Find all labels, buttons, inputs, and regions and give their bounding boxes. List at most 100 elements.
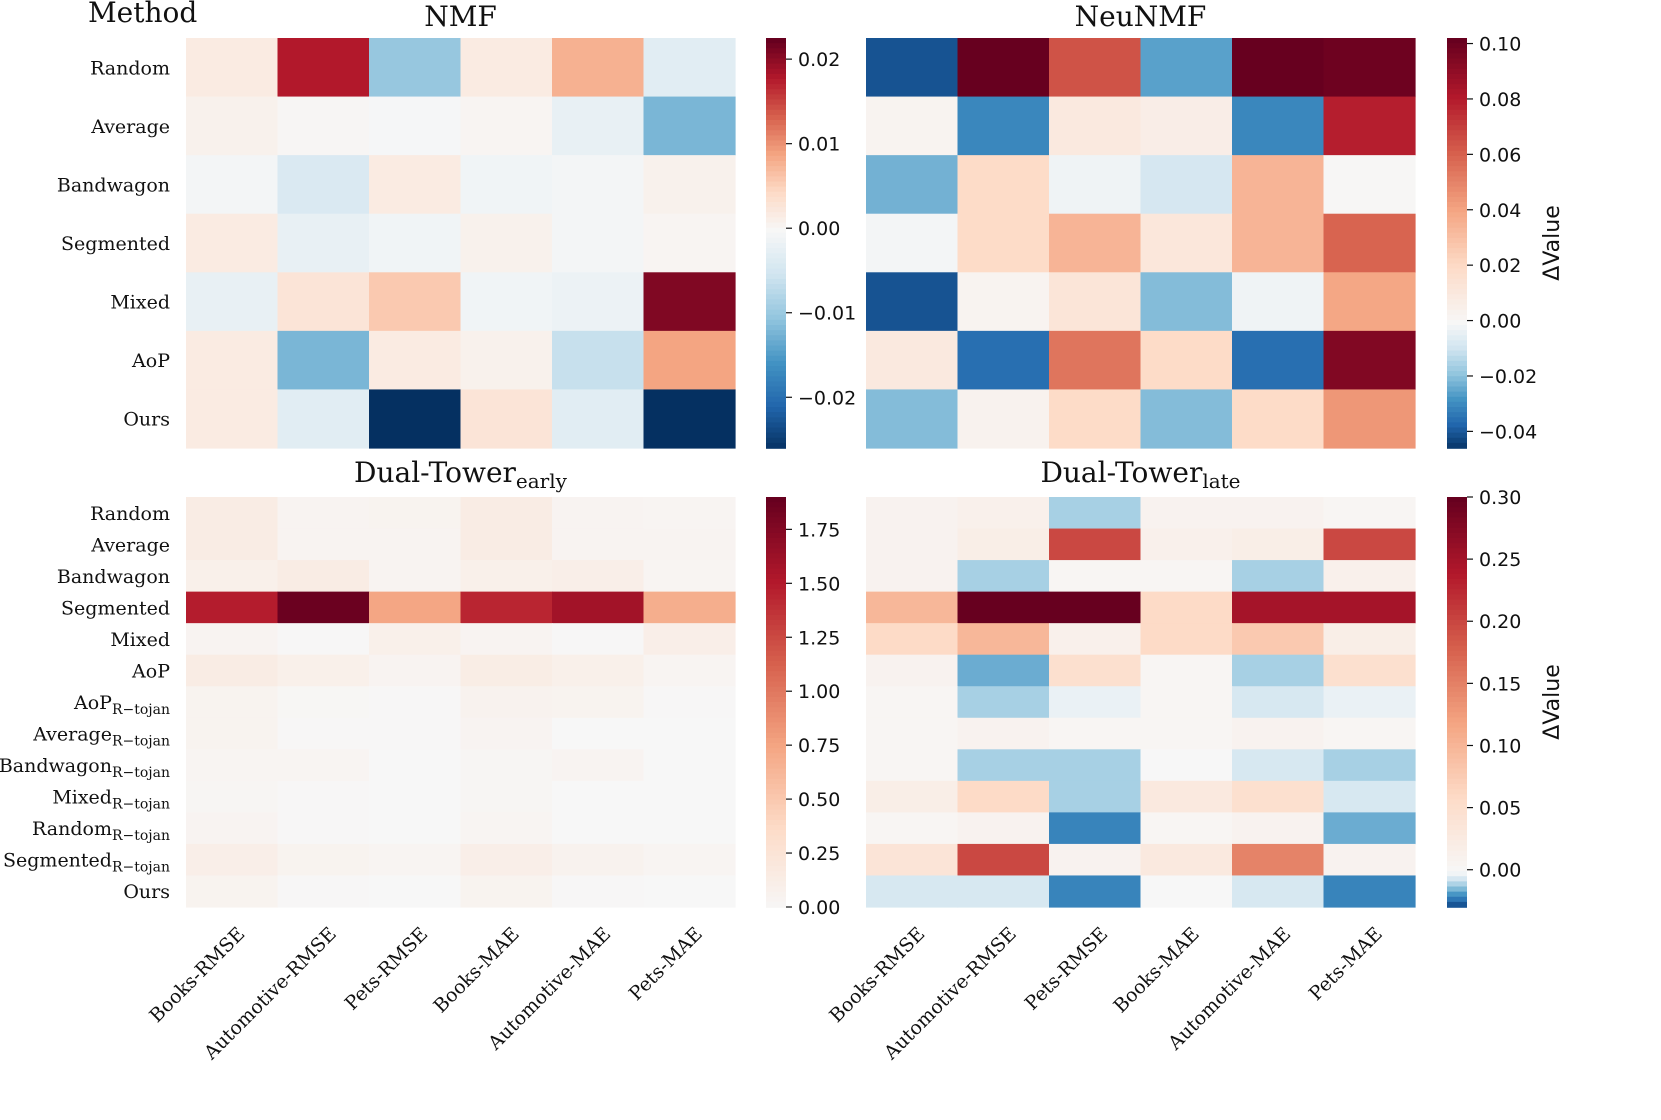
colorbar-segment xyxy=(1447,661,1467,667)
colorbar-segment xyxy=(766,707,786,714)
colorbar-segment xyxy=(766,73,786,80)
colorbar-tick-label: 0.02 xyxy=(798,49,840,71)
row-label: Ours xyxy=(123,881,170,903)
heatmap-cell xyxy=(1049,717,1142,750)
colorbar-segment xyxy=(1447,625,1467,632)
row-label: BandwagonR−tojan xyxy=(0,755,170,781)
heatmap-cell xyxy=(277,155,370,215)
colorbar-segment xyxy=(766,345,786,352)
colorbar-segment xyxy=(1447,412,1467,419)
colorbar-segment xyxy=(766,850,786,857)
heatmap-cell xyxy=(460,330,553,391)
colorbar-segment xyxy=(1447,819,1467,826)
colorbar-segment xyxy=(1447,258,1467,265)
heatmap-cell xyxy=(552,749,645,782)
row-label: Average xyxy=(90,534,170,556)
colorbar-segment xyxy=(1447,614,1467,621)
row-label: AverageR−tojan xyxy=(32,724,170,750)
colorbar-segment xyxy=(1447,850,1467,857)
heatmap-cell xyxy=(277,717,370,750)
colorbar-segment xyxy=(1447,171,1467,178)
heatmap-cell xyxy=(369,843,462,877)
colorbar-segment xyxy=(1447,407,1467,413)
row-label: RandomR−tojan xyxy=(32,818,170,844)
heatmap-cell xyxy=(460,213,553,273)
colorbar-segment xyxy=(1447,232,1467,239)
colorbar-segment xyxy=(1447,563,1467,570)
colorbar-segment xyxy=(1447,696,1467,703)
row-label: Bandwagon xyxy=(57,566,170,588)
heatmap-cell xyxy=(957,560,1050,593)
panel-title-sub: early xyxy=(516,469,568,493)
colorbar-segment xyxy=(1447,809,1467,816)
heatmap-cell xyxy=(460,654,553,687)
heatmap-cell xyxy=(1140,843,1233,877)
panel-title-main: NMF xyxy=(424,0,497,33)
colorbar-segment xyxy=(1447,432,1467,439)
colorbar-segment xyxy=(1447,278,1467,285)
colorbar-segment xyxy=(1447,114,1467,121)
row-label: SegmentedR−tojan xyxy=(3,850,170,876)
heatmap-cell xyxy=(643,812,736,845)
colorbar-tick-label: 0.01 xyxy=(798,134,840,156)
heatmap-cell xyxy=(957,717,1050,750)
heatmap-cell xyxy=(186,812,279,845)
colorbar-segment xyxy=(1447,135,1467,142)
colorbar-segment xyxy=(766,442,786,449)
colorbar-segment xyxy=(766,691,786,698)
heatmap-cell xyxy=(186,213,279,273)
colorbar-segment xyxy=(766,325,786,331)
heatmap-cell xyxy=(277,591,370,624)
heatmap-cell xyxy=(186,272,279,332)
colorbar-segment xyxy=(766,835,786,842)
heatmap-cell xyxy=(866,213,959,273)
row-label: Mixed xyxy=(110,292,170,314)
heatmap-cell xyxy=(1049,875,1142,908)
heatmap-cell xyxy=(552,528,645,561)
colorbar-tick-label: 0.15 xyxy=(1479,673,1521,695)
colorbar-segment xyxy=(766,609,786,616)
heatmap-cell xyxy=(369,497,462,530)
colorbar-segment xyxy=(1447,866,1467,872)
heatmap-cell xyxy=(1232,213,1325,273)
colorbar-segment xyxy=(766,304,786,311)
colorbar-segment xyxy=(766,671,786,678)
colorbar-segment xyxy=(1447,737,1467,744)
colorbar-segment xyxy=(1447,604,1467,611)
heatmap-cell xyxy=(957,213,1050,273)
colorbar-segment xyxy=(766,319,786,326)
colorbar-segment xyxy=(1447,589,1467,596)
row-label: MixedR−tojan xyxy=(52,787,170,813)
heatmap-cell xyxy=(369,717,462,750)
heatmap-cell xyxy=(1140,272,1233,332)
colorbar-segment xyxy=(1447,794,1467,801)
colorbar-segment xyxy=(766,758,786,765)
heatmap-cell xyxy=(643,560,736,593)
colorbar-segment xyxy=(1447,671,1467,678)
heatmap-cell xyxy=(1323,389,1416,449)
heatmap-cell xyxy=(552,780,645,813)
colorbar-tick-label: 1.75 xyxy=(798,519,840,541)
colorbar-segment xyxy=(766,432,786,439)
colorbar-segment xyxy=(766,614,786,621)
heatmap-cell xyxy=(1049,780,1142,813)
heatmap-cell xyxy=(277,812,370,845)
heatmap-cell xyxy=(1232,272,1325,332)
column-label: Pets-RMSE xyxy=(341,923,433,1015)
colorbar-segment xyxy=(1447,635,1467,642)
heatmap-cell xyxy=(460,686,553,719)
colorbar-segment xyxy=(766,422,786,429)
colorbar-segment xyxy=(766,166,786,173)
colorbar-segment xyxy=(766,635,786,642)
column-label: Pets-MAE xyxy=(625,923,707,1005)
heatmap-cell xyxy=(643,780,736,813)
heatmap-cell xyxy=(369,749,462,782)
colorbar-segment xyxy=(1447,309,1467,316)
colorbar-segment xyxy=(1447,58,1467,65)
colorbar-segment xyxy=(766,712,786,719)
colorbar-segment xyxy=(1447,68,1467,75)
heatmap-cell xyxy=(460,96,553,156)
heatmap-cell xyxy=(552,654,645,687)
colorbar-tick-label: −0.02 xyxy=(798,387,856,409)
